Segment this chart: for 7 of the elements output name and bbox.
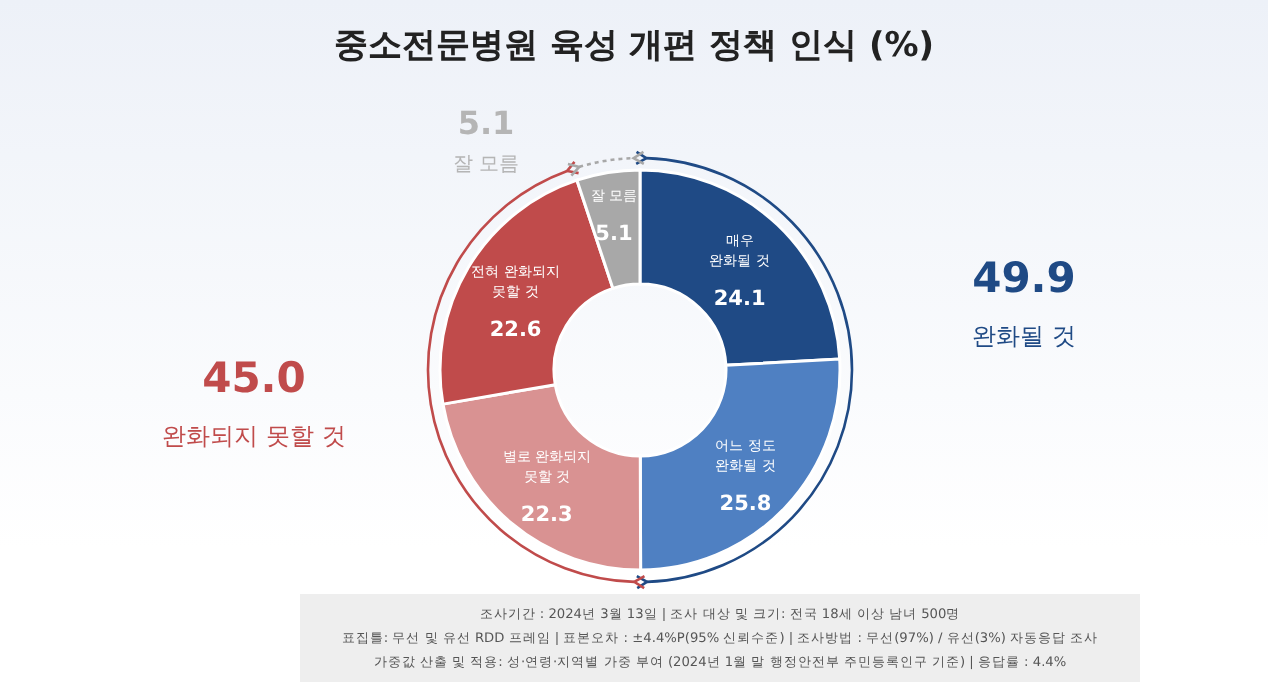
text: 완화될 것 (972, 322, 1076, 350)
text: 49.9 (972, 254, 1076, 302)
text: 5.1 (457, 104, 515, 142)
text: 45.0 (202, 354, 306, 402)
text: 완화되지 못할 것 (162, 422, 346, 450)
chart-title: 중소전문병원 육성 개편 정책 인식 (%) (333, 26, 935, 66)
text: 잘 모름 (452, 154, 520, 176)
